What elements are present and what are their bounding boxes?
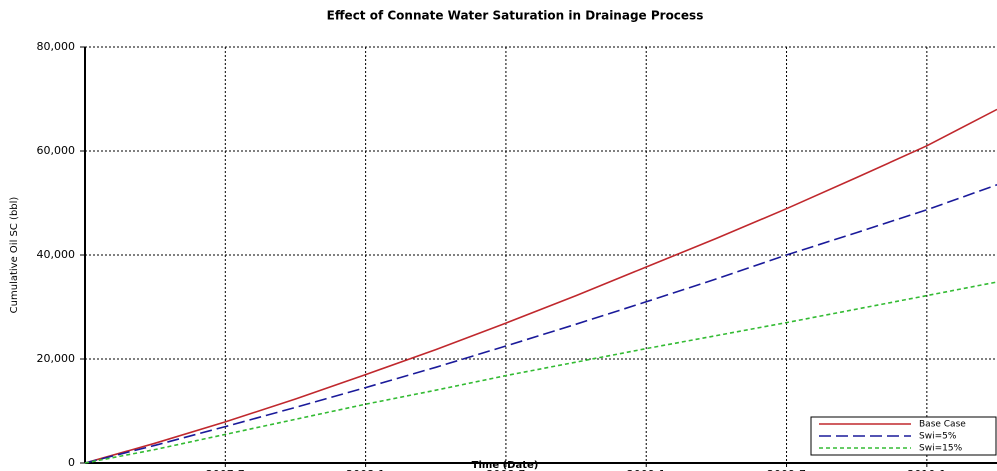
- x-tick-label: 2008-7: [486, 468, 525, 471]
- y-tick-label: 40,000: [37, 248, 76, 261]
- x-tick-label: 2009-1: [627, 468, 666, 471]
- x-tick-label: 2010-1: [907, 468, 946, 471]
- y-tick-label: 20,000: [37, 352, 76, 365]
- series-line: [84, 184, 997, 464]
- y-tick-label: 0: [68, 456, 75, 469]
- series-line: [84, 281, 997, 464]
- chart-title: Effect of Connate Water Saturation in Dr…: [327, 9, 704, 23]
- legend-label: Swi=15%: [919, 444, 963, 454]
- y-axis-label: Cumulative Oil SC (bbl): [9, 197, 20, 314]
- legend-label: Base Case: [919, 420, 966, 430]
- y-tick-label: 80,000: [37, 40, 76, 53]
- x-tick-label: 2008-1: [346, 468, 385, 471]
- y-tick-label: 60,000: [37, 144, 76, 157]
- x-axis-label: Time (Date): [472, 460, 539, 471]
- legend-label: Swi=5%: [919, 432, 957, 442]
- x-tick-label: 2007-7: [206, 468, 245, 471]
- series-line: [84, 108, 997, 464]
- x-tick-label: 2009-7: [767, 468, 806, 471]
